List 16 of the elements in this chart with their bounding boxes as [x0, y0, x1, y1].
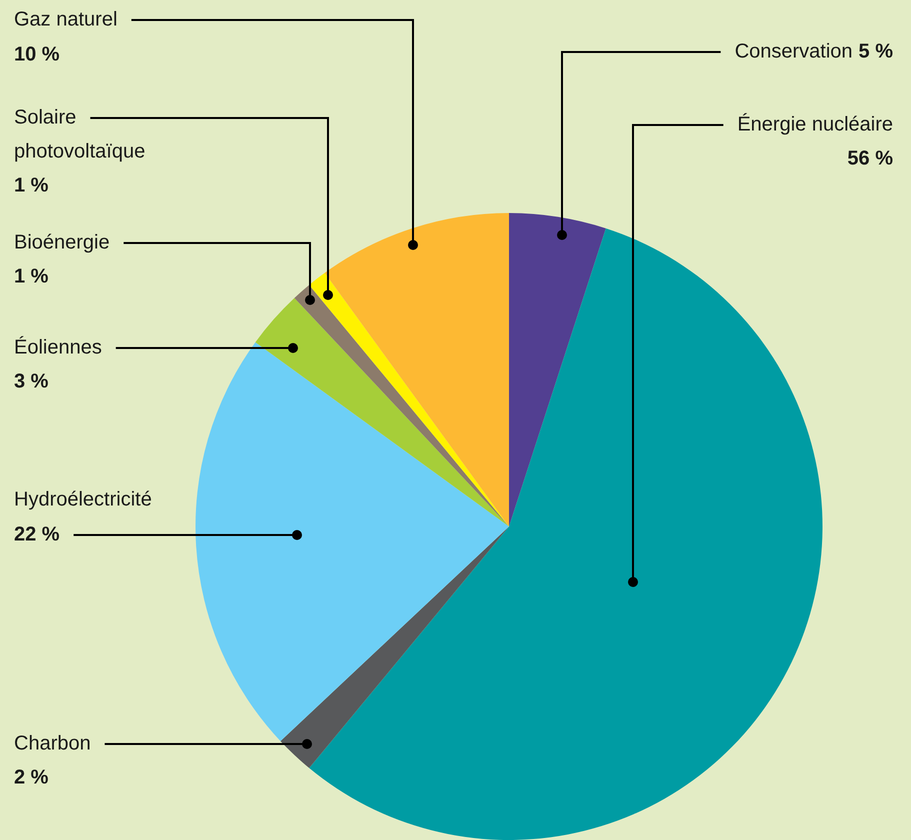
data-label: 1 % [14, 174, 49, 197]
data-label: 1 % [14, 266, 49, 288]
slice-label: Bioénergie [14, 232, 110, 254]
slice-label: Éoliennes [14, 336, 102, 359]
slice-label: Gaz naturel [14, 8, 118, 31]
slice-label: Conservation [734, 40, 853, 63]
data-label: 5 % [858, 40, 894, 63]
slice-label: Hydroélectricité [14, 488, 152, 511]
slice-label: Charbon [14, 732, 91, 755]
data-label: 3 % [14, 370, 49, 393]
data-label: 2 % [14, 766, 49, 789]
slice-label: Solaire photovoltaïque [14, 106, 146, 163]
slice-label: Énergie nucléaire [737, 112, 893, 136]
data-label: 56 % [847, 148, 894, 170]
data-label: 22 % [14, 524, 60, 546]
data-label: 10 % [14, 44, 60, 66]
